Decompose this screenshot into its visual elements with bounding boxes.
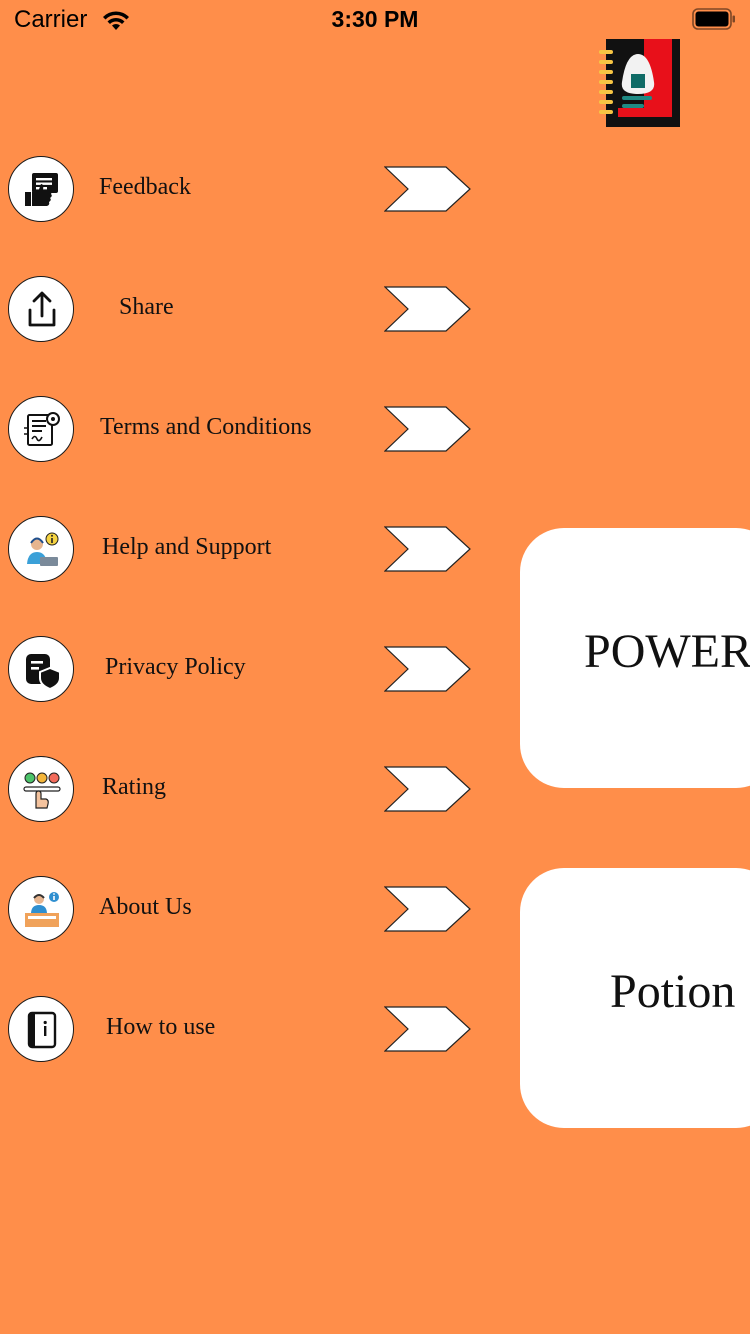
chevron-right-icon[interactable] xyxy=(384,526,472,572)
menu-label: Help and Support xyxy=(102,534,272,560)
privacy-shield-icon xyxy=(8,636,74,702)
how-to-use-icon xyxy=(8,996,74,1062)
status-bar: Carrier 3:30 PM xyxy=(0,0,750,40)
chevron-right-icon[interactable] xyxy=(384,406,472,452)
card-title: POWER xyxy=(584,625,750,678)
menu-label: Feedback xyxy=(99,174,191,200)
power-card[interactable]: POWER xyxy=(520,528,750,788)
carrier-label: Carrier xyxy=(14,6,88,33)
support-agent-icon xyxy=(8,516,74,582)
card-title: Potion xyxy=(610,965,736,1018)
clock: 3:30 PM xyxy=(331,6,419,32)
about-info-icon xyxy=(8,876,74,942)
feedback-icon xyxy=(8,156,74,222)
menu-label: How to use xyxy=(106,1014,216,1040)
menu-item-privacy-policy[interactable]: Privacy Policy xyxy=(0,630,480,710)
menu-item-how-to-use[interactable]: How to use xyxy=(0,990,480,1070)
chevron-right-icon[interactable] xyxy=(384,166,472,212)
menu-label: Share xyxy=(119,294,174,320)
battery-icon xyxy=(692,8,735,30)
menu-label: Privacy Policy xyxy=(105,654,246,680)
share-icon xyxy=(8,276,74,342)
wifi-icon xyxy=(103,11,129,30)
menu-item-feedback[interactable]: Feedback xyxy=(0,150,480,230)
chevron-right-icon[interactable] xyxy=(384,766,472,812)
menu-label: About Us xyxy=(99,894,192,920)
notebook-logo-icon xyxy=(599,39,680,127)
menu-label: Terms and Conditions xyxy=(100,414,312,440)
menu-item-rating[interactable]: Rating xyxy=(0,750,480,830)
menu-item-help-support[interactable]: Help and Support xyxy=(0,510,480,590)
terms-document-icon xyxy=(8,396,74,462)
menu-item-share[interactable]: Share xyxy=(0,270,480,350)
chevron-right-icon[interactable] xyxy=(384,886,472,932)
rating-icon xyxy=(8,756,74,822)
menu-label: Rating xyxy=(102,774,166,800)
menu-item-terms[interactable]: Terms and Conditions xyxy=(0,390,480,470)
menu-item-about-us[interactable]: About Us xyxy=(0,870,480,950)
chevron-right-icon[interactable] xyxy=(384,1006,472,1052)
chevron-right-icon[interactable] xyxy=(384,646,472,692)
chevron-right-icon[interactable] xyxy=(384,286,472,332)
potion-card[interactable]: Potion xyxy=(520,868,750,1128)
